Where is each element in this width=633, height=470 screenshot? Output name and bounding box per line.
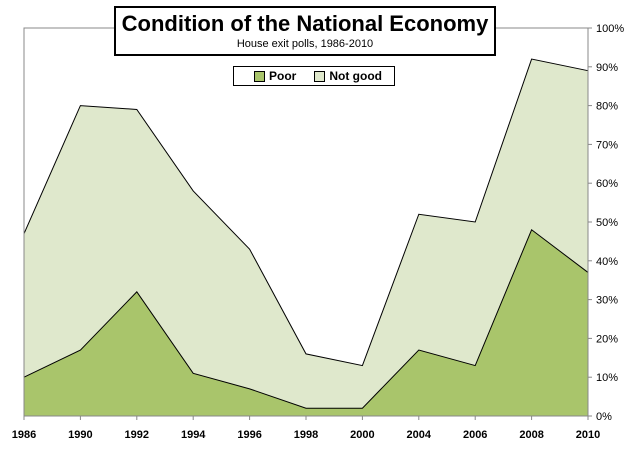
x-tick-label: 1990 (68, 429, 92, 441)
chart-title-box: Condition of the National Economy House … (114, 6, 496, 56)
legend-label-not-good: Not good (329, 69, 382, 83)
chart-subtitle: House exit polls, 1986-2010 (236, 38, 374, 50)
x-tick-label: 1992 (125, 429, 149, 441)
chart-lines (23, 58, 589, 409)
area-not-good (24, 59, 588, 416)
y-tick-label: 10% (596, 372, 618, 384)
legend-item-not-good: Not good (314, 69, 382, 83)
x-tick-label: 1986 (12, 429, 36, 441)
y-tick-label: 100% (596, 23, 624, 35)
x-tick-label: 2006 (463, 429, 487, 441)
x-axis: 1986 1990 1992 1994 1996 1998 2000 2004 2006 2008… (12, 416, 600, 441)
line-poor (23, 228, 589, 409)
x-tick-label: 2000 (350, 429, 374, 441)
y-tick-label: 90% (596, 62, 618, 74)
y-tick-label: 30% (596, 295, 618, 307)
y-axis: 0% 10% 20% 30% 40% 50% 60% 70% 80% 90% 100% (588, 23, 624, 423)
x-tick-label: 1994 (181, 429, 206, 441)
x-tick-label: 1996 (237, 429, 261, 441)
legend: Poor Not good (233, 66, 395, 86)
y-tick-label: 40% (596, 256, 618, 268)
y-tick-label: 20% (596, 333, 618, 345)
x-tick-label: 2008 (519, 429, 543, 441)
legend-swatch-poor (254, 70, 265, 82)
y-tick-label: 60% (596, 178, 618, 190)
legend-item-poor: Poor (254, 69, 296, 83)
y-tick-label: 80% (596, 101, 618, 113)
legend-label-poor: Poor (269, 69, 297, 83)
y-tick-label: 0% (596, 411, 612, 423)
y-tick-label: 50% (596, 217, 618, 229)
area-poor (24, 229, 588, 416)
chart-areas (24, 59, 588, 416)
x-tick-label: 2004 (407, 429, 432, 441)
x-tick-label: 2010 (576, 429, 600, 441)
legend-swatch-not-good (314, 70, 326, 82)
y-tick-label: 70% (596, 139, 618, 151)
x-tick-label: 1998 (294, 429, 318, 441)
line-not-good (23, 58, 589, 367)
chart-title: Condition of the National Economy (121, 11, 489, 36)
